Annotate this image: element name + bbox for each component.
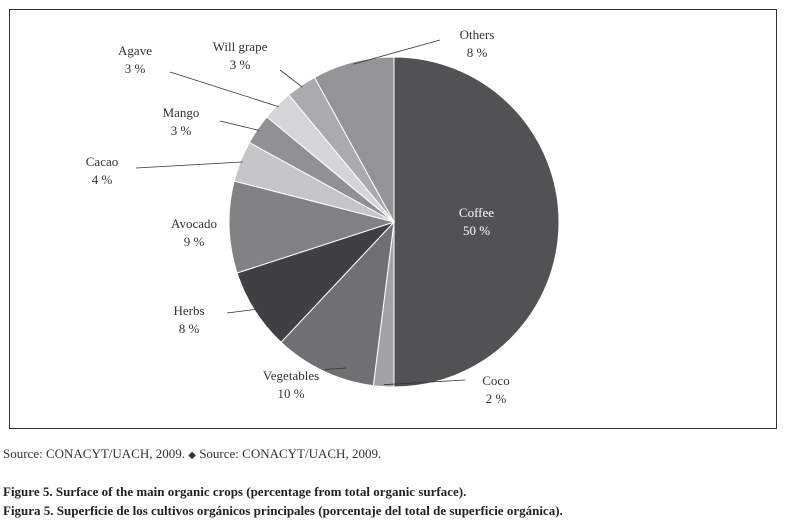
slice-label-agave: Agave xyxy=(118,43,152,58)
slice-label-others: Others xyxy=(460,27,495,42)
slice-label-avocado: Avocado xyxy=(171,216,217,231)
slice-value-coco: 2 % xyxy=(486,391,507,406)
slice-label-cacao: Cacao xyxy=(86,154,118,169)
pie-slice-avocado xyxy=(228,180,396,274)
slice-label-coco: Coco xyxy=(482,373,509,388)
slice-value-agave: 3 % xyxy=(125,61,146,76)
slice-value-will-grape: 3 % xyxy=(230,57,251,72)
slice-label-herbs: Herbs xyxy=(173,303,204,318)
slice-label-will-grape: Will grape xyxy=(213,39,268,54)
figure-caption-english: Figure 5. Surface of the main organic cr… xyxy=(3,484,467,499)
leader-line-herbs xyxy=(226,308,257,314)
source-text-2: Source: CONACYT/UACH, 2009. xyxy=(199,446,382,461)
source-line: Source: CONACYT/UACH, 2009. ◆ Source: CO… xyxy=(3,446,381,462)
diamond-separator-icon: ◆ xyxy=(188,450,196,461)
source-text-1: Source: CONACYT/UACH, 2009. xyxy=(3,446,185,461)
slice-value-vegetables: 10 % xyxy=(277,386,304,401)
slice-value-cacao: 4 % xyxy=(92,172,113,187)
leader-line-mango xyxy=(219,120,260,131)
slice-value-coffee: 50 % xyxy=(463,223,490,238)
slice-label-vegetables: Vegetables xyxy=(263,368,319,383)
slice-value-others: 8 % xyxy=(467,45,488,60)
slice-value-avocado: 9 % xyxy=(184,234,205,249)
leader-line-cacao xyxy=(135,161,243,169)
slice-label-coffee: Coffee xyxy=(459,205,494,220)
leader-line-agave xyxy=(169,71,279,108)
figure-caption-spanish: Figura 5. Superficie de los cultivos org… xyxy=(3,503,563,518)
leader-line-coco xyxy=(383,379,466,386)
pie-chart: Coffee 50 % Coco 2 % Vegetables 10 % Herbs 8 % A… xyxy=(86,27,560,406)
pie-slice-vegetables xyxy=(280,220,395,387)
slice-value-mango: 3 % xyxy=(171,123,192,138)
leader-line-will-grape xyxy=(279,69,303,88)
slice-value-herbs: 8 % xyxy=(179,321,200,336)
chart-frame: Coffee 50 % Coco 2 % Vegetables 10 % Herbs 8 % A… xyxy=(9,9,777,429)
leader-line-others xyxy=(353,39,441,65)
leader-line-vegetables xyxy=(324,367,347,370)
slice-label-mango: Mango xyxy=(163,105,200,120)
pie-slice-others xyxy=(313,56,395,223)
pie-slice-coffee xyxy=(393,56,560,388)
